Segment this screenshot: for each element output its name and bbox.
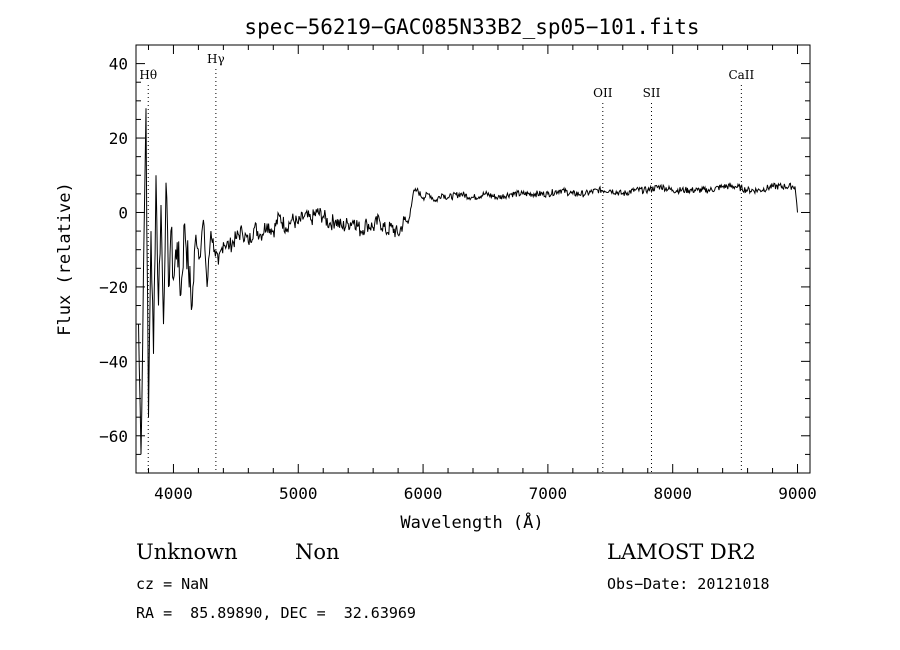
line-marker-label: Hγ — [207, 52, 225, 66]
x-axis-label: Wavelength (Å) — [400, 511, 543, 533]
y-tick-label: −20 — [99, 278, 128, 297]
y-tick-label: 0 — [118, 203, 128, 222]
line-marker-label: OII — [593, 86, 613, 100]
y-tick-label: −60 — [99, 427, 128, 446]
line-marker-label: CaII — [728, 68, 754, 82]
chart-title: spec−56219−GAC085N33B2_sp05−101.fits — [244, 15, 699, 39]
axes: 4000 5000 6000 7000 8000 9000 −60 −40 −20 0 20 40 — [99, 44, 817, 503]
spectral-line-markers: Hθ Hγ OII SII CaII — [139, 52, 755, 473]
obs-date: Obs−Date: 20121018 — [607, 575, 770, 593]
spectrum-line — [138, 108, 798, 455]
y-tick-label: 20 — [109, 129, 128, 148]
x-tick-label: 7000 — [529, 484, 568, 503]
x-tick-label: 6000 — [404, 484, 443, 503]
redshift-cz: cz = NaN — [136, 575, 209, 593]
x-tick-label: 9000 — [778, 484, 817, 503]
x-tick-label: 4000 — [154, 484, 193, 503]
plot-frame — [135, 44, 811, 474]
object-subclass: Non — [295, 540, 340, 564]
coordinates: RA = 85.89890, DEC = 32.63969 — [136, 604, 416, 622]
line-marker-label: SII — [643, 86, 661, 100]
y-tick-label: 40 — [109, 55, 128, 74]
y-axis-label: Flux (relative) — [55, 182, 75, 336]
x-tick-label: 8000 — [653, 484, 692, 503]
object-class: Unknown — [136, 540, 238, 564]
line-marker-label: Hθ — [139, 68, 157, 82]
x-tick-label: 5000 — [279, 484, 318, 503]
y-tick-label: −40 — [99, 352, 128, 371]
survey-name: LAMOST DR2 — [607, 540, 756, 564]
